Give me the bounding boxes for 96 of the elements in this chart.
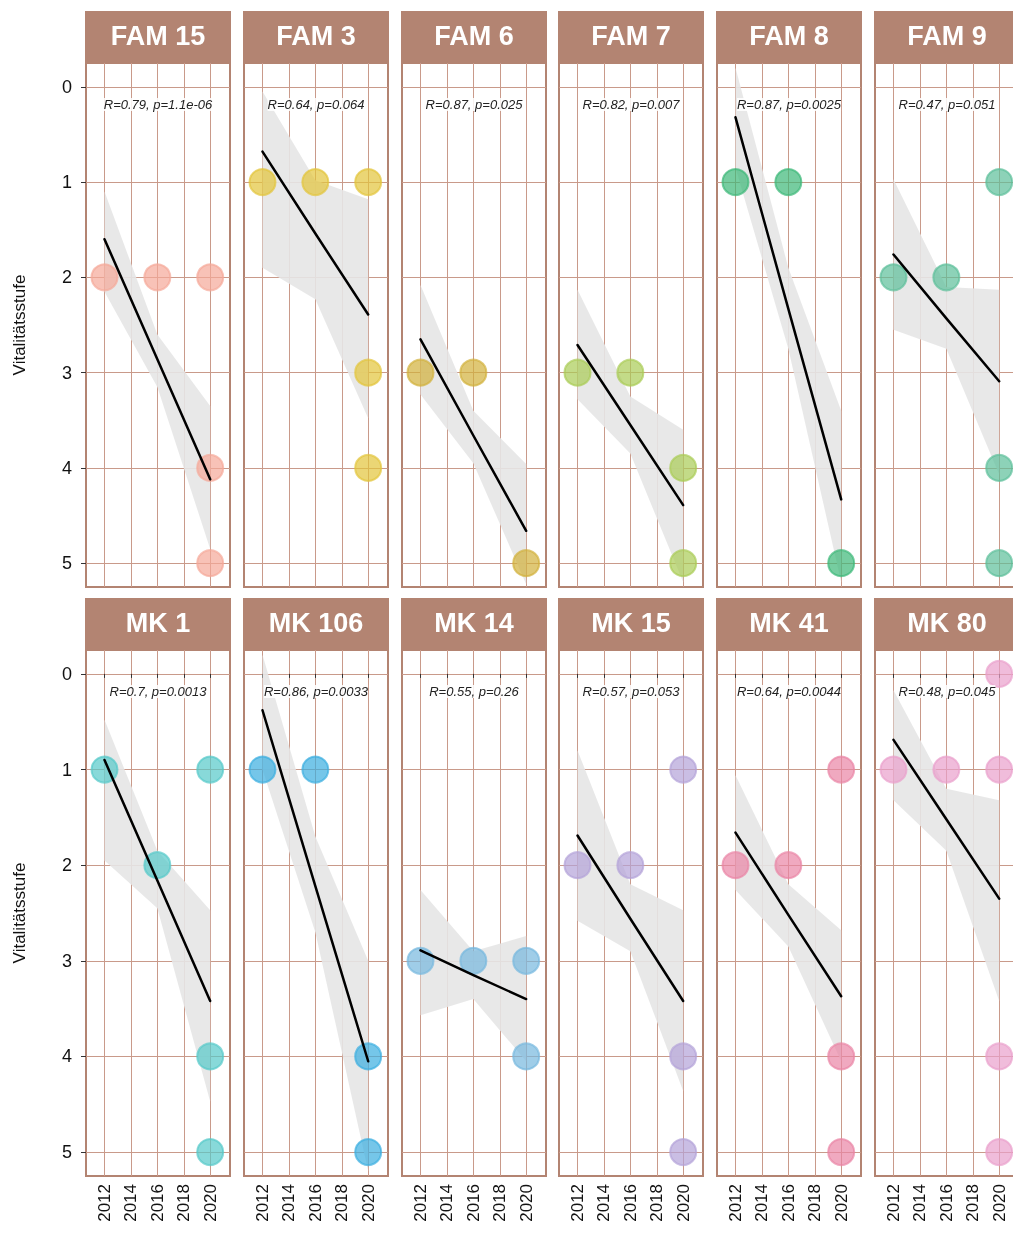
point [985, 659, 1013, 688]
annotation: R=0.86, p=0.0033 [263, 684, 369, 699]
point [196, 755, 225, 784]
x-tick-label: 2014 [437, 1184, 457, 1222]
x-tick-label: 2018 [963, 1184, 983, 1222]
annotation: R=0.87, p=0.025 [425, 97, 524, 112]
x-tick-label: 2018 [805, 1184, 825, 1222]
chart-title: FAM 9 [907, 20, 987, 51]
point [985, 549, 1013, 578]
point [932, 755, 961, 784]
chart-title: MK 80 [907, 607, 987, 638]
point [563, 851, 592, 880]
point [985, 1042, 1013, 1071]
x-tick-label: 2018 [647, 1184, 667, 1222]
y-tick-label: 5 [61, 1142, 72, 1163]
x-tick-label: 2018 [332, 1184, 352, 1222]
y-tick-label: 3 [61, 950, 72, 971]
x-tick-label: 2020 [516, 1184, 536, 1222]
point [143, 263, 172, 292]
chart-title: MK 41 [749, 607, 829, 638]
y-axis-title: Vitalitätsstufe [10, 274, 29, 376]
y-tick-label: 5 [61, 553, 72, 574]
y-tick-label: 2 [61, 267, 72, 288]
point [196, 263, 225, 292]
point [985, 168, 1013, 197]
point [774, 851, 803, 880]
x-tick-label: 2012 [568, 1184, 587, 1222]
annotation: R=0.55, p=0.26 [429, 684, 520, 699]
point [90, 263, 119, 292]
chart-title: MK 106 [268, 607, 364, 638]
point [879, 263, 908, 292]
x-tick-label: 2020 [673, 1184, 693, 1222]
y-tick-label: 4 [61, 457, 72, 478]
x-tick-label: 2016 [305, 1184, 325, 1222]
chart-title: FAM 6 [434, 20, 514, 51]
chart-title: MK 14 [434, 607, 514, 638]
point [196, 1042, 225, 1071]
point [985, 453, 1013, 482]
y-tick-label: 0 [61, 663, 72, 684]
chart-title: FAM 3 [276, 20, 356, 51]
chart-title: FAM 8 [749, 20, 829, 51]
x-tick-label: 2012 [884, 1184, 903, 1222]
point [196, 1138, 225, 1167]
point [616, 851, 645, 880]
point [669, 755, 698, 784]
y-tick-label: 2 [61, 855, 72, 876]
y-tick-label: 1 [61, 172, 72, 193]
y-tick-label: 0 [61, 76, 72, 97]
x-tick-label: 2020 [200, 1184, 220, 1222]
point [985, 755, 1013, 784]
point [721, 851, 750, 880]
annotation: R=0.64, p=0.0044 [736, 684, 842, 699]
y-tick-label: 4 [61, 1046, 72, 1067]
x-tick-label: 2012 [411, 1184, 430, 1222]
annotation: R=0.57, p=0.053 [582, 684, 681, 699]
x-tick-label: 2020 [358, 1184, 378, 1222]
x-tick-label: 2012 [95, 1184, 114, 1222]
annotation: R=0.82, p=0.007 [582, 97, 681, 112]
x-tick-label: 2018 [490, 1184, 510, 1222]
x-tick-label: 2016 [463, 1184, 483, 1222]
x-tick-label: 2016 [620, 1184, 640, 1222]
point [827, 755, 856, 784]
chart-title: FAM 7 [591, 20, 671, 51]
chart-title: MK 15 [591, 607, 671, 638]
x-tick-label: 2014 [279, 1184, 299, 1222]
x-tick-label: 2014 [910, 1184, 930, 1222]
annotation: R=0.79, p=1.1e-06 [103, 97, 213, 112]
x-tick-label: 2018 [174, 1184, 194, 1222]
chart-title: MK 1 [125, 607, 191, 638]
point [827, 1042, 856, 1071]
x-tick-label: 2012 [726, 1184, 745, 1222]
x-tick-label: 2016 [778, 1184, 798, 1222]
annotation: R=0.64, p=0.064 [267, 97, 365, 112]
point [932, 263, 961, 292]
point [669, 1138, 698, 1167]
annotation: R=0.47, p=0.051 [898, 97, 996, 112]
x-tick-label: 2016 [936, 1184, 956, 1222]
x-tick-label: 2014 [121, 1184, 141, 1222]
chart-title: FAM 15 [110, 20, 206, 51]
x-tick-label: 2014 [594, 1184, 614, 1222]
x-tick-label: 2012 [253, 1184, 272, 1222]
point [827, 1138, 856, 1167]
annotation: R=0.87, p=0.0025 [736, 97, 842, 112]
y-axis-title: Vitalitätsstufe [10, 862, 29, 964]
point [669, 1042, 698, 1071]
y-tick-label: 1 [61, 759, 72, 780]
point [196, 549, 225, 578]
annotation: R=0.48, p=0.045 [898, 684, 997, 699]
annotation: R=0.7, p=0.0013 [109, 684, 208, 699]
point [985, 1138, 1013, 1167]
x-tick-label: 2020 [989, 1184, 1009, 1222]
point [879, 755, 908, 784]
x-tick-label: 2020 [831, 1184, 851, 1222]
x-tick-label: 2016 [147, 1184, 167, 1222]
y-tick-label: 3 [61, 362, 72, 383]
x-tick-label: 2014 [752, 1184, 772, 1222]
